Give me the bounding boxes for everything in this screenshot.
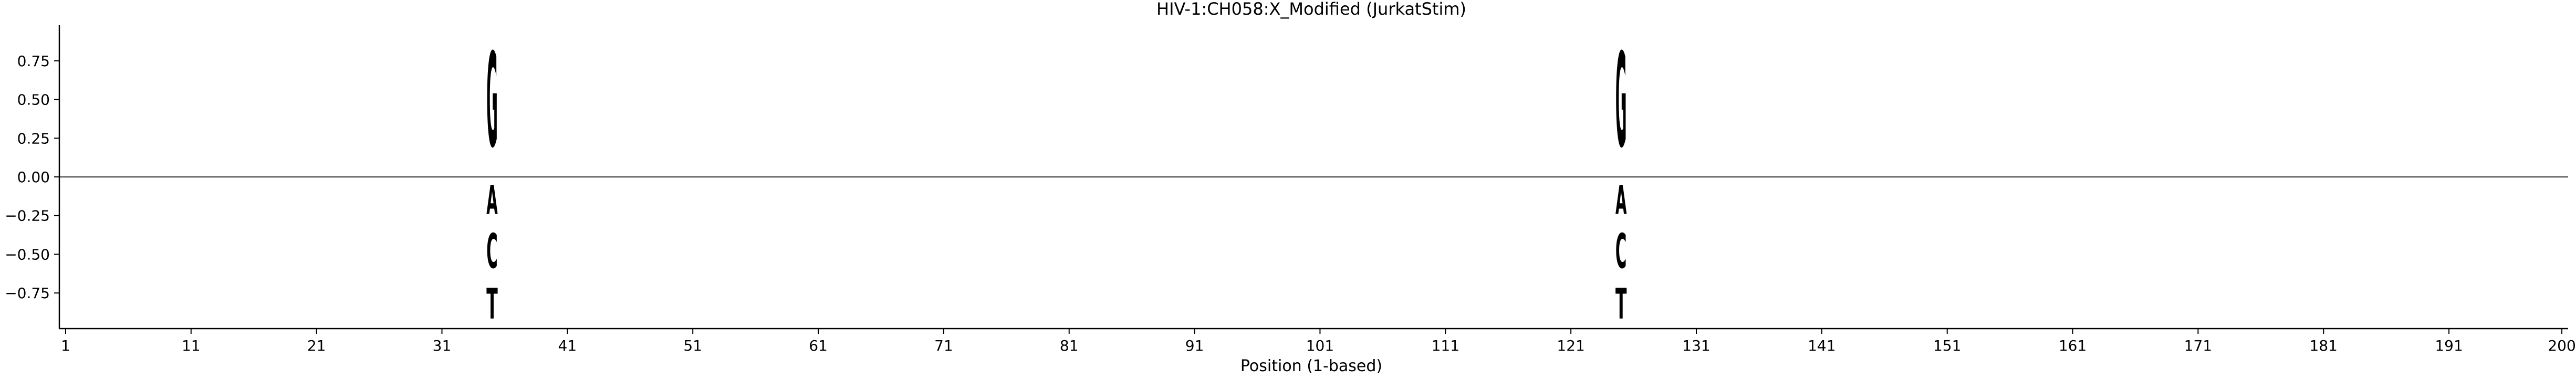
- logo-letter-a-pos-35: A: [486, 177, 497, 224]
- axes: −0.75−0.50−0.250.000.250.500.751 11 21 31 41…: [5, 25, 2576, 354]
- x-tick-label: 151: [1933, 337, 1961, 354]
- x-tick-label: 111: [1432, 337, 1459, 354]
- x-tick-label: 131: [1682, 337, 1710, 354]
- x-tick-label: 71: [934, 337, 953, 354]
- y-tick-label: 0.25: [17, 130, 50, 147]
- x-tick-label: 21: [307, 337, 326, 354]
- x-tick-label: 181: [2310, 337, 2338, 354]
- x-tick-label: 91: [1185, 337, 1204, 354]
- x-tick-label: 1: [61, 337, 70, 354]
- x-tick-label: 51: [683, 337, 702, 354]
- logo-letter-c-pos-125: C: [1615, 223, 1626, 279]
- x-tick-label: 200: [2548, 337, 2575, 354]
- y-tick-label: 0.75: [17, 52, 50, 70]
- x-tick-label: 11: [182, 337, 201, 354]
- x-tick-label: 141: [1808, 337, 1835, 354]
- x-tick-label: 81: [1060, 337, 1079, 354]
- x-axis-label: Position (1-based): [1240, 357, 1382, 375]
- x-tick-label: 121: [1557, 337, 1584, 354]
- y-tick-label: −0.50: [5, 246, 50, 263]
- x-tick-label: 61: [809, 337, 828, 354]
- logo-letter-t-pos-35: T: [486, 280, 498, 329]
- chart-title: HIV-1:CH058:X_Modified (JurkatStim): [1156, 0, 1466, 19]
- y-tick-label: −0.25: [5, 207, 50, 225]
- x-tick-label: 31: [433, 337, 452, 354]
- y-tick-label: −0.75: [5, 285, 50, 302]
- logo-letter-c-pos-35: C: [486, 223, 497, 279]
- x-tick-label: 161: [2059, 337, 2087, 354]
- logo-letter-a-pos-125: A: [1615, 177, 1626, 224]
- y-tick-label: 0.00: [17, 169, 50, 186]
- logo-letter-g-pos-125: G: [1615, 26, 1626, 177]
- x-tick-label: 41: [558, 337, 577, 354]
- logo-letter-g-pos-35: G: [486, 26, 497, 177]
- logo-letter-t-pos-125: T: [1615, 280, 1627, 329]
- x-tick-label: 101: [1306, 337, 1334, 354]
- y-tick-label: 0.50: [17, 91, 50, 109]
- x-tick-label: 171: [2184, 337, 2212, 354]
- x-tick-label: 191: [2435, 337, 2463, 354]
